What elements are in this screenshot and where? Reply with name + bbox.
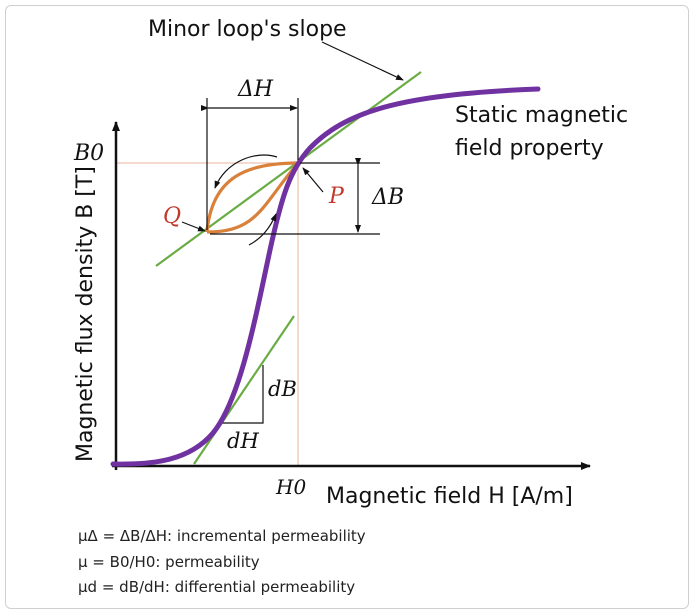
static-property-label-line1: Static magnetic	[455, 103, 628, 128]
legend-incremental-permeability: μΔ = ΔB/ΔH: incremental permeability	[78, 527, 366, 545]
legend-differential-permeability: μd = dB/dH: differential permeability	[78, 578, 356, 596]
x-axis-title: Magnetic field H [A/m]	[326, 484, 573, 509]
minor-loop-lower-branch	[206, 161, 300, 234]
p-pointer	[302, 167, 324, 193]
legend-permeability: μ = B0/H0: permeability	[78, 553, 260, 571]
figure-frame	[5, 5, 689, 609]
y-axis-title: Magnetic flux density B [T]	[73, 166, 98, 462]
delta-h-label: ΔH	[237, 77, 274, 102]
dh-label: dH	[227, 429, 259, 453]
point-q-label: Q	[163, 204, 181, 229]
minor-loop	[205, 161, 300, 234]
q-pointer	[181, 221, 206, 232]
differential-slope-line	[193, 315, 295, 465]
db-label: dB	[268, 377, 297, 401]
minor-loop-upper-branch	[205, 161, 299, 233]
lower-direction-arrow	[248, 213, 277, 246]
minor-loop-pointer	[321, 41, 404, 81]
static-property-label-line2: field property	[455, 136, 604, 161]
delta-h-dimension	[201, 98, 299, 230]
b0-label: B0	[73, 141, 104, 166]
pointer-arrows	[181, 41, 404, 232]
axes	[112, 121, 591, 470]
upper-direction-arrow	[214, 154, 278, 189]
h0-label: H0	[275, 475, 306, 499]
minor-loop-slope-label: Minor loop's slope	[148, 17, 347, 42]
dbdh-triangle	[221, 365, 264, 424]
minor-loop-slope-line	[155, 71, 422, 267]
slope-lines	[155, 71, 422, 465]
loop-direction-arrows	[214, 154, 278, 246]
delta-b-label: ΔB	[371, 185, 404, 210]
static-magnetization-curve	[110, 86, 541, 467]
point-p-label: P	[328, 184, 345, 209]
delta-b-dimension	[210, 158, 380, 235]
